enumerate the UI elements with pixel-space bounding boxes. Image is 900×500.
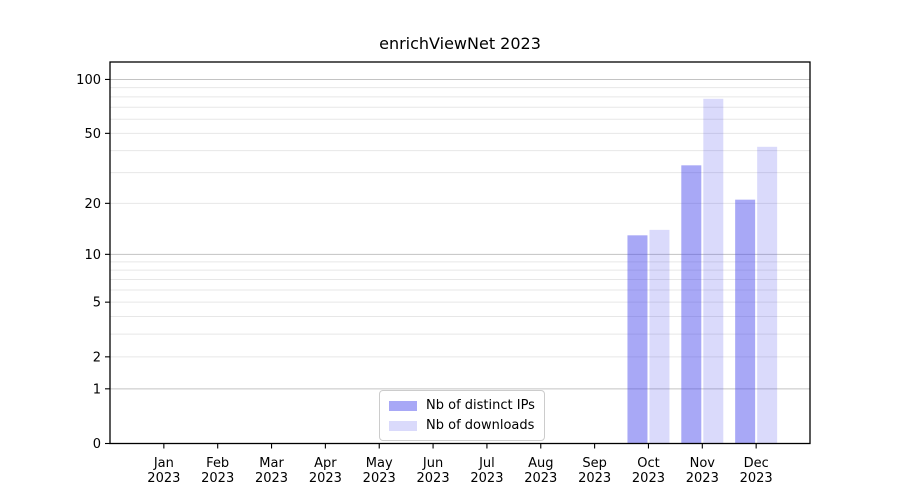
x-tick-label-year: 2023	[147, 471, 180, 486]
legend-swatch-distinct-ips	[389, 400, 417, 411]
x-tick-label-month: Sep	[582, 456, 607, 471]
x-tick-label-year: 2023	[470, 471, 503, 486]
x-tick-label-month: May	[366, 456, 393, 471]
x-tick-label-month: Jul	[478, 456, 495, 471]
x-tick-label-month: Nov	[690, 456, 716, 471]
x-tick-label-month: Feb	[206, 456, 229, 471]
legend-swatch-downloads	[389, 420, 417, 431]
y-tick-label: 10	[84, 248, 101, 263]
x-tick-label-year: 2023	[632, 471, 665, 486]
y-tick-label: 100	[76, 73, 101, 88]
x-tick-label-year: 2023	[255, 471, 288, 486]
x-tick-label-year: 2023	[363, 471, 396, 486]
x-tick-label-month: Jun	[422, 456, 443, 471]
x-tick-label-month: Aug	[528, 456, 553, 471]
chart-title: enrichViewNet 2023	[379, 34, 541, 53]
legend-item-downloads: Nb of downloads	[389, 417, 535, 434]
x-tick-label-month: Jan	[153, 456, 174, 471]
x-tick-label-month: Oct	[637, 456, 659, 471]
x-tick-label-year: 2023	[578, 471, 611, 486]
x-tick-label-year: 2023	[201, 471, 234, 486]
y-tick-label: 5	[93, 296, 101, 311]
legend-item-distinct-ips: Nb of distinct IPs	[389, 397, 535, 414]
legend-label-distinct-ips: Nb of distinct IPs	[426, 398, 535, 413]
y-tick-label: 1	[93, 382, 101, 397]
y-tick-label: 50	[84, 127, 101, 142]
legend-label-downloads: Nb of downloads	[426, 418, 535, 433]
bar-distinct-ips	[735, 199, 756, 444]
y-tick-label: 0	[93, 437, 101, 452]
x-tick-label-month: Dec	[744, 456, 769, 471]
bar-downloads	[703, 98, 724, 444]
y-tick-label: 20	[84, 197, 101, 212]
bar-distinct-ips	[681, 165, 702, 444]
bar-downloads	[649, 229, 670, 444]
x-tick-label-year: 2023	[524, 471, 557, 486]
legend: Nb of distinct IPs Nb of downloads	[379, 390, 545, 441]
x-tick-label-month: Apr	[314, 456, 337, 471]
bar-distinct-ips	[627, 235, 648, 444]
x-tick-label-year: 2023	[740, 471, 773, 486]
x-tick-label-year: 2023	[309, 471, 342, 486]
bar-downloads	[757, 146, 778, 444]
x-tick-label-year: 2023	[686, 471, 719, 486]
x-tick-label-month: Mar	[259, 456, 284, 471]
y-tick-label: 2	[93, 350, 101, 365]
plot-border	[109, 61, 811, 445]
x-tick-label-year: 2023	[417, 471, 450, 486]
